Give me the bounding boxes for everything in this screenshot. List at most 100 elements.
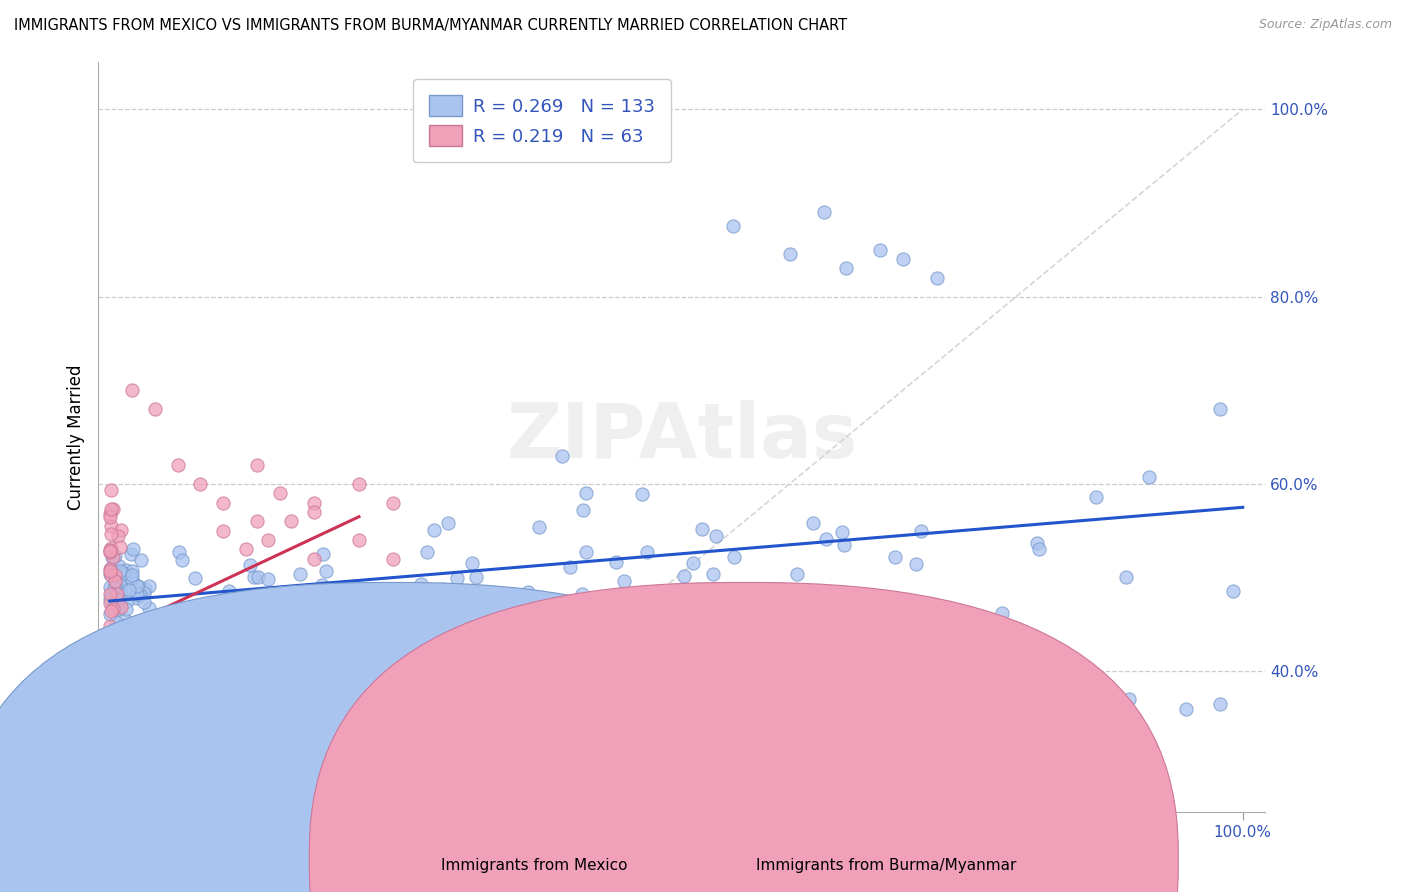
- Point: [110, 633, 132, 648]
- Point: [105, 637, 128, 651]
- Point: [108, 564, 131, 578]
- Point: [122, 542, 145, 557]
- Point: [118, 583, 141, 598]
- Text: Source: ZipAtlas.com: Source: ZipAtlas.com: [1258, 18, 1392, 31]
- Point: [613, 596, 636, 610]
- Point: [98, 508, 121, 522]
- Point: [246, 458, 269, 473]
- Point: [212, 524, 235, 538]
- Point: [1026, 535, 1049, 549]
- Point: [527, 520, 550, 534]
- Point: [166, 655, 188, 669]
- Point: [832, 538, 855, 552]
- Point: [1118, 692, 1140, 706]
- Point: [155, 636, 177, 650]
- Point: [103, 550, 125, 565]
- Point: [814, 532, 837, 546]
- Point: [422, 524, 444, 538]
- Point: [98, 587, 121, 601]
- Point: [103, 581, 125, 595]
- Point: [1085, 491, 1108, 505]
- Point: [627, 607, 650, 621]
- Text: Immigrants from Mexico: Immigrants from Mexico: [441, 858, 627, 872]
- Point: [100, 588, 122, 602]
- Point: [813, 748, 835, 763]
- Point: [129, 553, 152, 567]
- Point: [104, 549, 127, 563]
- Point: [464, 570, 486, 584]
- Point: [121, 384, 143, 398]
- Point: [100, 527, 122, 541]
- Point: [105, 587, 128, 601]
- Point: [100, 561, 122, 575]
- Point: [605, 555, 627, 569]
- Point: [239, 558, 262, 573]
- Point: [302, 505, 325, 519]
- Point: [217, 631, 239, 645]
- Point: [551, 450, 574, 464]
- Point: [571, 587, 593, 601]
- Point: [461, 556, 484, 570]
- Point: [120, 571, 142, 585]
- Point: [108, 578, 131, 592]
- Point: [571, 502, 593, 516]
- Point: [104, 574, 127, 588]
- Point: [98, 597, 121, 611]
- Point: [101, 550, 124, 565]
- Point: [516, 585, 538, 599]
- Point: [112, 584, 135, 599]
- Point: [134, 595, 156, 609]
- Point: [437, 516, 460, 530]
- Point: [105, 615, 128, 629]
- Point: [637, 545, 659, 559]
- Point: [357, 615, 380, 630]
- Point: [98, 640, 121, 654]
- Point: [235, 542, 257, 557]
- Point: [98, 625, 121, 640]
- Point: [100, 604, 122, 618]
- Point: [704, 529, 727, 543]
- Point: [910, 524, 932, 538]
- Point: [98, 706, 121, 720]
- Point: [382, 496, 405, 510]
- Point: [121, 565, 143, 579]
- Point: [257, 533, 280, 547]
- Point: [108, 540, 131, 554]
- Point: [381, 605, 404, 619]
- Point: [143, 401, 166, 416]
- Point: [349, 627, 371, 641]
- Point: [101, 602, 124, 616]
- Point: [446, 571, 468, 585]
- Point: [813, 758, 835, 772]
- Point: [98, 566, 121, 581]
- Point: [108, 588, 131, 602]
- Point: [105, 580, 128, 594]
- Point: [256, 572, 278, 586]
- Point: [98, 544, 121, 558]
- Point: [347, 533, 370, 547]
- Point: [132, 586, 155, 600]
- Point: [613, 574, 636, 589]
- Point: [108, 559, 131, 574]
- Point: [132, 683, 155, 698]
- Point: [125, 579, 148, 593]
- Point: [575, 545, 598, 559]
- Point: [157, 650, 180, 665]
- Point: [682, 556, 704, 570]
- Point: [121, 568, 143, 582]
- Point: [125, 591, 148, 605]
- Point: [129, 588, 152, 602]
- Point: [311, 578, 333, 592]
- Point: [422, 621, 444, 635]
- Point: [831, 524, 853, 539]
- Point: [575, 485, 598, 500]
- Point: [905, 557, 928, 571]
- Text: ZIPAtlas: ZIPAtlas: [506, 401, 858, 474]
- Point: [110, 598, 132, 612]
- Point: [100, 501, 122, 516]
- Point: [302, 551, 325, 566]
- Point: [721, 219, 744, 234]
- Point: [101, 599, 124, 613]
- Point: [104, 578, 127, 592]
- Point: [1137, 470, 1160, 484]
